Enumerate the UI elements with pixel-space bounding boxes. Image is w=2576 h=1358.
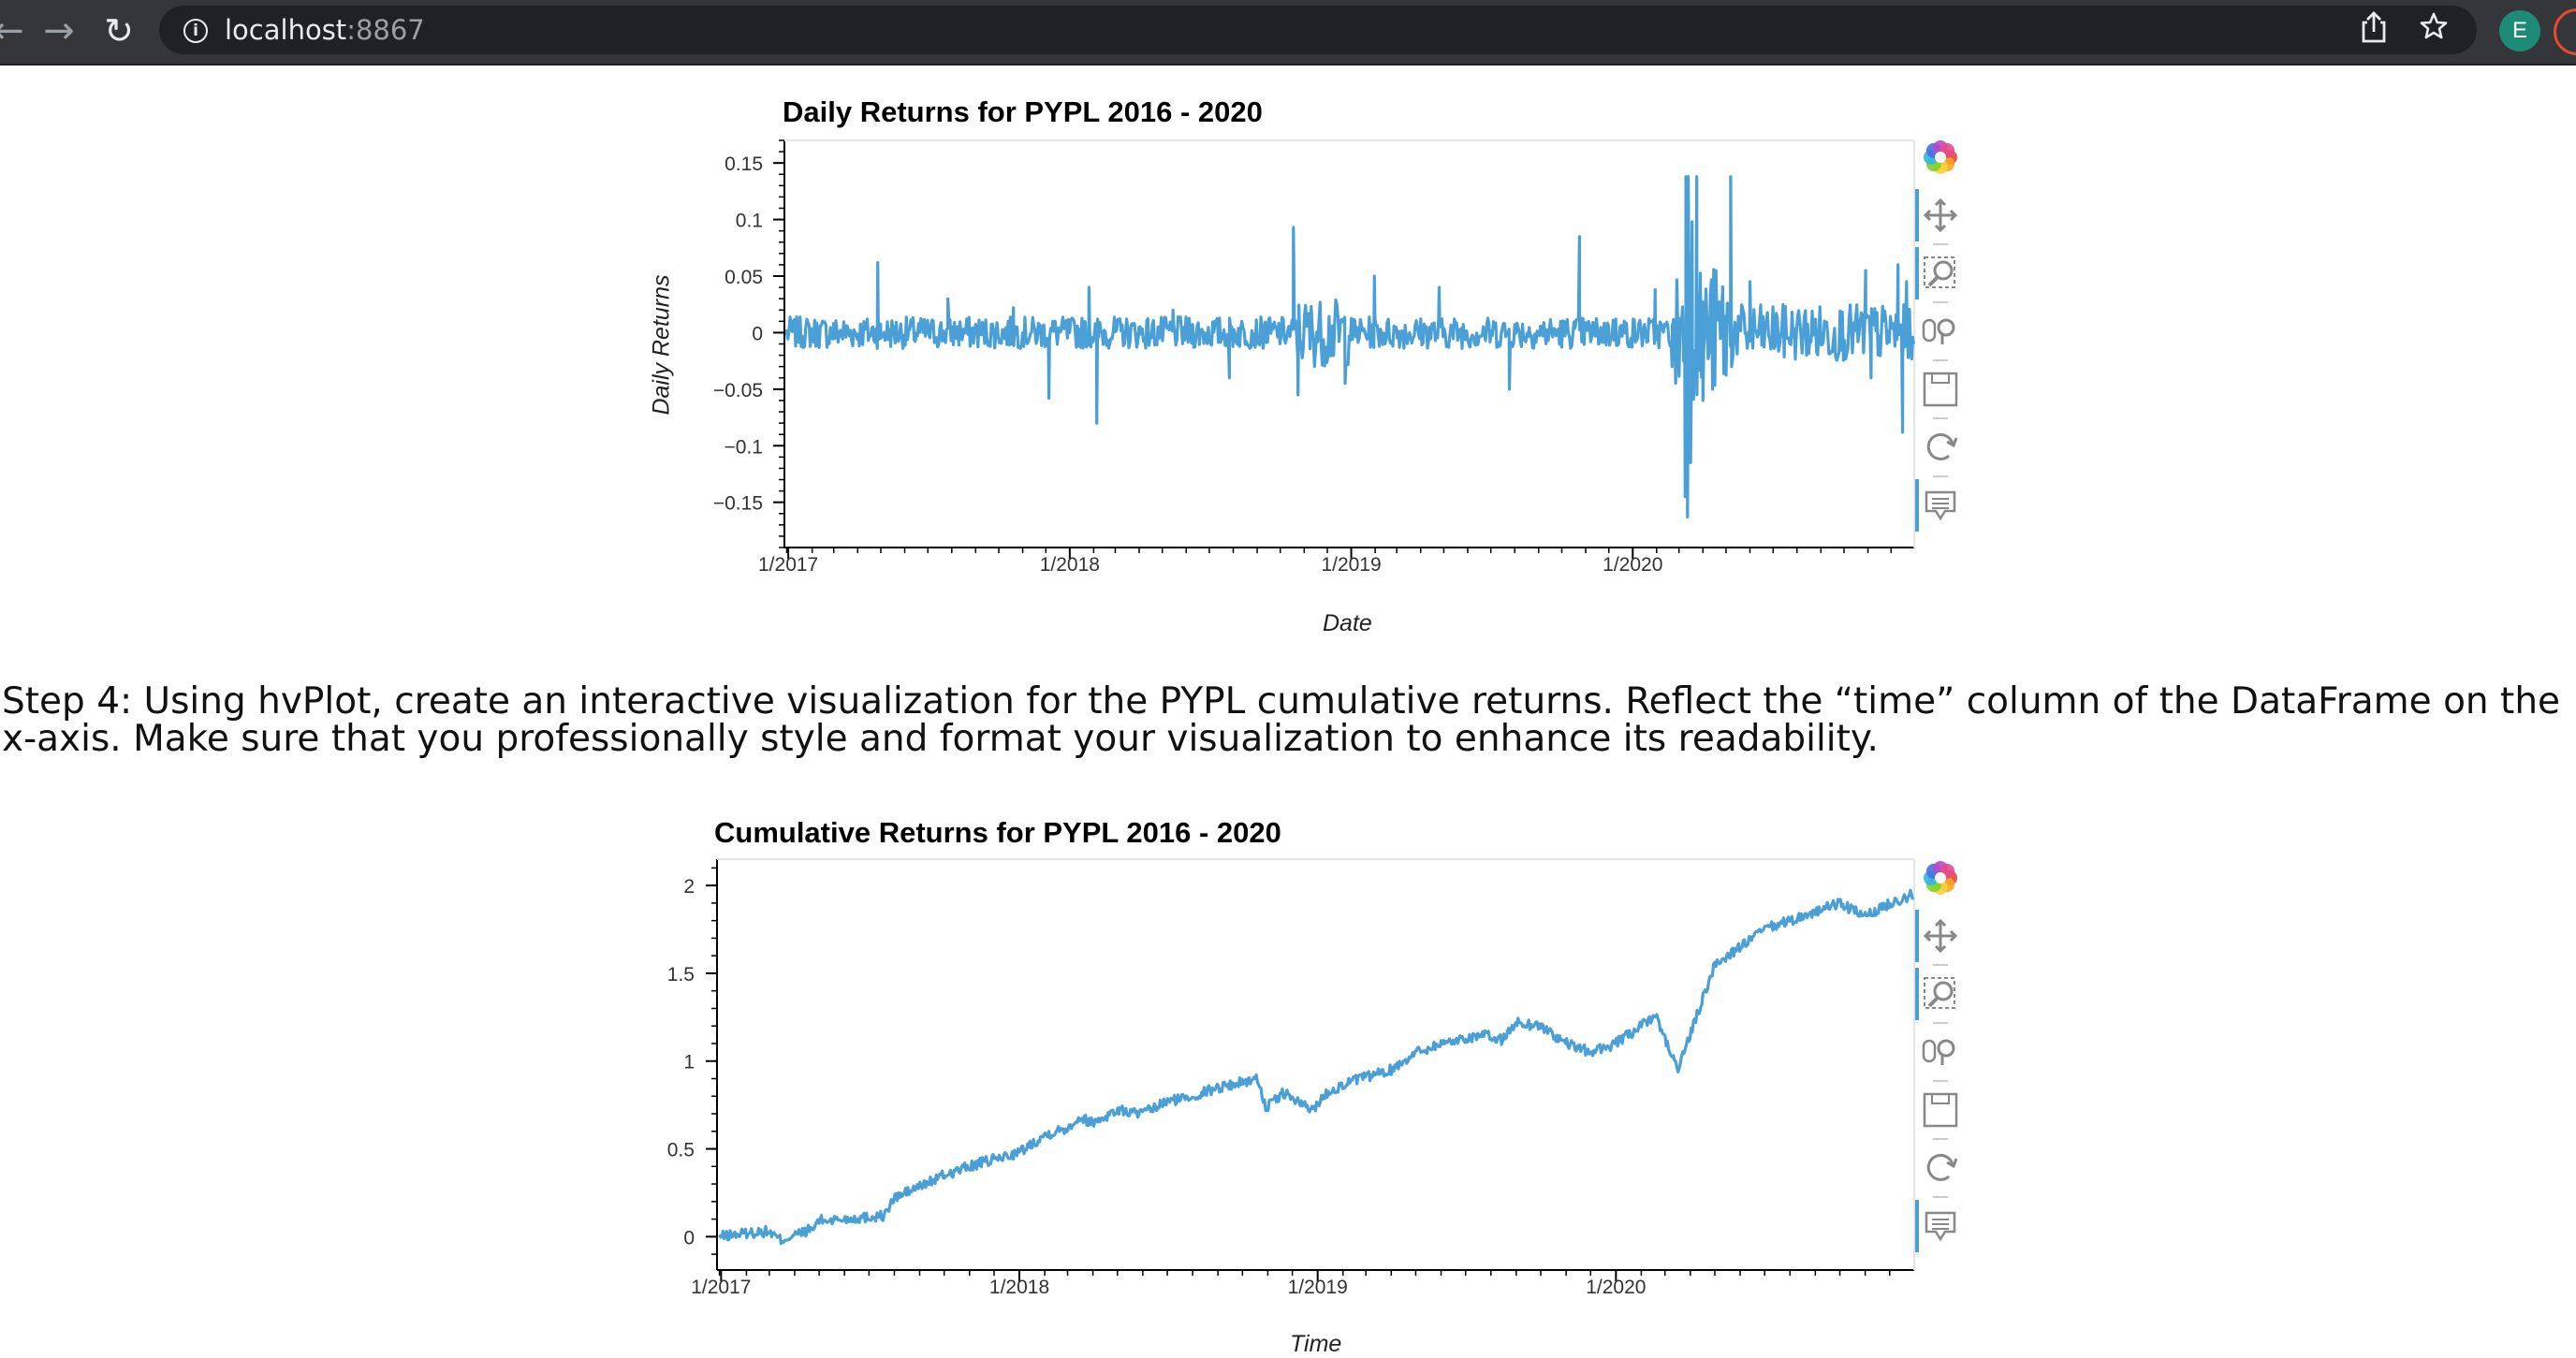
x-tick-label: 1/2018 (989, 1277, 1049, 1298)
wheel (1922, 1039, 1937, 1063)
pan-icon[interactable] (1923, 918, 1958, 954)
pan-arrows (1923, 197, 1958, 233)
pan-arrows (1923, 918, 1958, 954)
active-tool-indicator (1915, 968, 1919, 1020)
lens-handle (1927, 275, 1939, 287)
bokeh-logo-icon[interactable] (1924, 861, 1957, 895)
box-outline (1924, 977, 1955, 1009)
x-tick-label: 1/2018 (1040, 554, 1100, 576)
series-line (718, 888, 1914, 1246)
bokeh-logo-center (1935, 872, 1946, 883)
x-tick-label: 1/2019 (1288, 1277, 1348, 1298)
bokeh-toolbar (1915, 140, 1958, 532)
plot1-xlabel: Date (1323, 610, 1372, 636)
active-tool-indicator (1915, 910, 1919, 962)
bokeh-toolbar (1915, 861, 1958, 1252)
x-tick-label: 1/2020 (1586, 1277, 1646, 1298)
tooltip-shape (1925, 1211, 1956, 1242)
y-tick-label: −0.05 (713, 380, 763, 402)
x-tick-label: 1/2019 (1321, 554, 1381, 576)
reset-arrowhead (1946, 1158, 1958, 1169)
profile-avatar[interactable]: E (2499, 10, 2540, 51)
reset-arrowhead (1946, 437, 1958, 448)
box-zoom-icon[interactable] (1924, 977, 1955, 1009)
y-tick-label: 0 (683, 1227, 695, 1248)
url-host: localhost (225, 14, 347, 46)
active-tool-indicator (1915, 247, 1919, 299)
y-tick-label: 0.5 (667, 1140, 695, 1161)
forward-arrow-icon[interactable]: → (43, 9, 75, 52)
lens (1937, 318, 1955, 337)
wheel-zoom-icon[interactable] (1922, 318, 1955, 344)
reset-icon[interactable] (1926, 1153, 1958, 1181)
x-tick-label: 1/2017 (691, 1277, 751, 1298)
share-icon[interactable] (2355, 11, 2393, 49)
y-tick-label: 0.15 (724, 153, 763, 175)
step-4-instructions: Step 4: Using hvPlot, create an interact… (2, 680, 2561, 760)
reload-icon[interactable]: ↻ (104, 10, 134, 51)
hover-icon[interactable] (1925, 1211, 1956, 1242)
bokeh-logo-icon[interactable] (1924, 140, 1957, 174)
browser-toolbar: ← → ↻ i localhost:8867 E (0, 0, 2576, 66)
bookmark-star-icon[interactable] (2415, 11, 2452, 49)
wheel-zoom-icon[interactable] (1922, 1039, 1955, 1065)
reset-arc (1926, 1153, 1954, 1181)
y-tick-label: 1 (683, 1052, 695, 1073)
lens (1933, 981, 1954, 1001)
disk-label (1931, 372, 1950, 384)
disk-label (1931, 1093, 1950, 1104)
bokeh-logo-center (1935, 152, 1946, 163)
y-tick-label: 0.1 (736, 211, 763, 232)
x-tick-label: 1/2017 (758, 554, 818, 576)
active-tool-indicator (1915, 189, 1919, 241)
y-tick-label: −0.15 (713, 493, 763, 515)
tooltip-shape (1925, 490, 1956, 521)
y-tick-label: 0.05 (724, 267, 763, 288)
pan-icon[interactable] (1923, 197, 1958, 233)
hover-icon[interactable] (1925, 490, 1956, 521)
save-icon[interactable] (1923, 1092, 1958, 1128)
disk (1923, 372, 1958, 407)
address-bar[interactable]: i localhost:8867 (159, 6, 2477, 54)
lens (1937, 1039, 1955, 1058)
url-text[interactable]: localhost:8867 (225, 15, 425, 45)
chart-1: 0.15 0.1 0.05 0 −0.05 −0.1 −0.15 1/2017 1/2018 1/… (713, 139, 1958, 576)
wheel (1922, 318, 1937, 343)
y-tick-label: 2 (683, 876, 695, 898)
url-port: :8867 (346, 14, 425, 46)
plot2-xlabel: Time (1290, 1331, 1342, 1357)
save-icon[interactable] (1923, 372, 1958, 407)
active-tool-indicator (1915, 1200, 1919, 1252)
chart-2: 2 1.5 1 0.5 0 1/2017 1/2018 1/2019 1/2020 (667, 858, 1958, 1298)
reset-arc (1926, 432, 1954, 460)
reset-icon[interactable] (1926, 432, 1958, 460)
active-tool-indicator (1915, 479, 1919, 532)
back-arrow-icon[interactable]: ← (0, 9, 24, 52)
series-line (784, 175, 1915, 518)
y-tick-label: 1.5 (667, 964, 695, 986)
y-tick-label: −0.1 (724, 436, 763, 458)
plot1-title: Daily Returns for PYPL 2016 - 2020 (783, 95, 1263, 128)
plot2-title: Cumulative Returns for PYPL 2016 - 2020 (714, 816, 1281, 849)
site-info-icon[interactable]: i (183, 19, 208, 43)
box-outline (1924, 256, 1955, 288)
box-zoom-icon[interactable] (1924, 256, 1955, 288)
lens (1933, 260, 1954, 281)
disk (1923, 1092, 1958, 1128)
x-tick-label: 1/2020 (1603, 554, 1662, 576)
y-tick-label: 0 (752, 323, 763, 344)
lens-handle (1927, 996, 1939, 1008)
